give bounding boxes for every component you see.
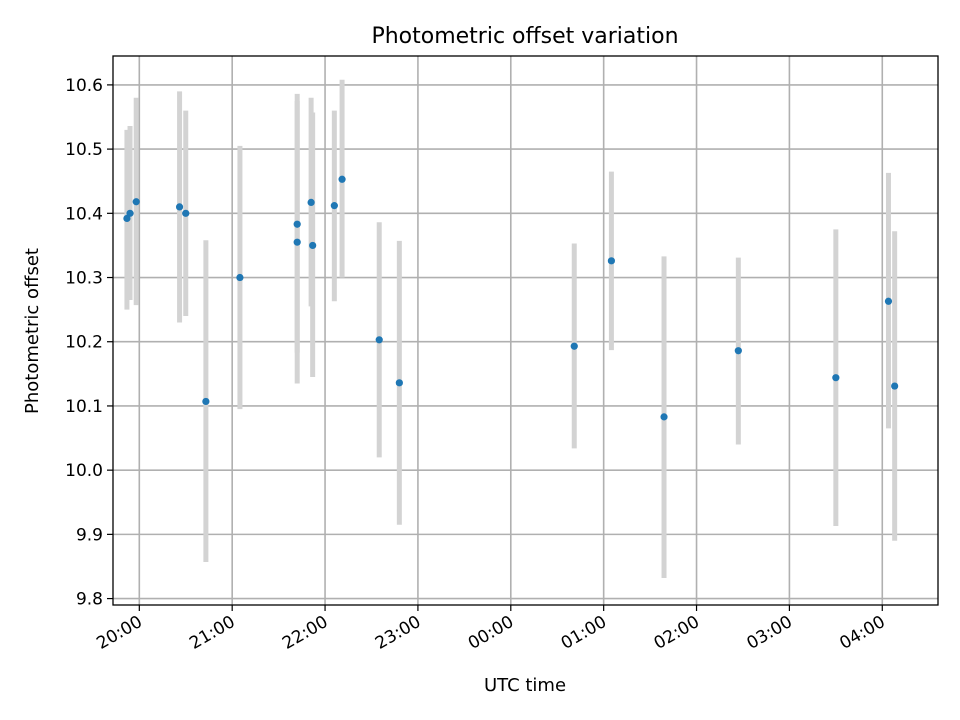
- y-tick-label: 9.9: [76, 525, 103, 545]
- data-point: [338, 175, 346, 183]
- data-point: [734, 347, 742, 355]
- y-tick-label: 10.1: [65, 397, 103, 417]
- data-point: [832, 374, 840, 382]
- y-tick-label: 10.2: [65, 333, 103, 353]
- data-point: [607, 257, 616, 265]
- y-tick-label: 10.3: [65, 269, 103, 289]
- data-point: [395, 379, 403, 387]
- y-axis-label: Photometric offset: [22, 248, 43, 414]
- y-tick-label: 10.5: [65, 140, 103, 160]
- data-points: [123, 175, 899, 421]
- data-point: [236, 273, 244, 282]
- data-point: [309, 241, 317, 250]
- y-tick-label: 10.6: [65, 76, 103, 96]
- grid: [113, 56, 938, 605]
- x-axis-label: UTC time: [484, 675, 566, 696]
- data-point: [293, 220, 301, 228]
- data-point: [570, 342, 578, 350]
- data-point: [660, 413, 668, 421]
- y-tick-label: 10.0: [65, 461, 103, 481]
- data-point: [202, 397, 210, 406]
- data-point: [175, 203, 184, 211]
- data-point: [182, 209, 190, 217]
- y-tick-label: 10.4: [65, 204, 103, 224]
- data-point: [891, 382, 899, 390]
- chart-title: Photometric offset variation: [371, 24, 678, 49]
- data-point: [884, 297, 893, 305]
- y-tick-label: 9.8: [76, 590, 103, 610]
- data-point: [375, 336, 383, 344]
- data-point: [126, 209, 134, 217]
- data-point: [330, 202, 338, 210]
- plot-frame: [112, 55, 939, 606]
- data-point: [132, 198, 140, 206]
- data-point: [293, 238, 301, 246]
- data-point: [307, 198, 315, 206]
